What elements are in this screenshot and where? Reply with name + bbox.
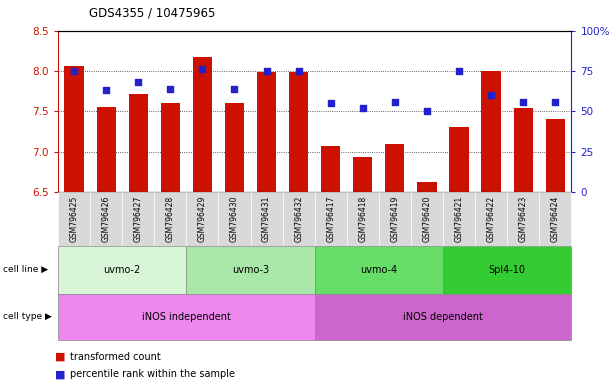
Point (326, 100, 335, 106)
Text: ■: ■ (55, 352, 65, 362)
Bar (289, 72, 309, 192)
Bar (129, 94, 148, 192)
Point (294, 68, 304, 74)
Bar (65, 66, 84, 192)
Point (390, 99, 400, 105)
Text: GSM796424: GSM796424 (551, 196, 560, 242)
Text: cell line ▶: cell line ▶ (3, 265, 48, 274)
Bar (481, 71, 501, 192)
Text: Spl4-10: Spl4-10 (489, 265, 525, 275)
Text: GSM796421: GSM796421 (455, 196, 464, 242)
Text: ■: ■ (55, 369, 65, 379)
Bar (225, 103, 244, 192)
Bar (546, 119, 565, 192)
Bar (161, 103, 180, 192)
Point (69, 68, 79, 74)
Text: GSM796426: GSM796426 (101, 196, 111, 242)
Text: GSM796431: GSM796431 (262, 196, 271, 242)
Point (262, 68, 271, 74)
Point (454, 68, 464, 74)
Bar (450, 127, 469, 192)
Text: GSM796428: GSM796428 (166, 196, 175, 242)
Text: iNOS independent: iNOS independent (142, 312, 231, 322)
Text: transformed count: transformed count (70, 352, 161, 362)
Point (486, 92, 496, 98)
Point (422, 108, 432, 114)
Bar (193, 57, 212, 192)
Point (551, 99, 560, 105)
Text: GSM796429: GSM796429 (198, 196, 207, 242)
Text: GSM796418: GSM796418 (358, 196, 367, 242)
Text: GDS4355 / 10475965: GDS4355 / 10475965 (89, 6, 215, 19)
Text: GSM796417: GSM796417 (326, 196, 335, 242)
Bar (353, 157, 373, 192)
Text: GSM796425: GSM796425 (70, 196, 79, 242)
Text: GSM796427: GSM796427 (134, 196, 143, 242)
Point (230, 86, 240, 92)
Text: GSM796420: GSM796420 (422, 196, 431, 242)
Text: uvmo-2: uvmo-2 (104, 265, 141, 275)
Text: GSM796422: GSM796422 (486, 196, 496, 242)
Text: GSM796432: GSM796432 (294, 196, 303, 242)
Text: GSM796423: GSM796423 (519, 196, 528, 242)
Bar (386, 144, 404, 192)
Bar (514, 108, 533, 192)
Text: iNOS dependent: iNOS dependent (403, 312, 483, 322)
Point (197, 66, 207, 73)
Point (133, 79, 143, 85)
Text: percentile rank within the sample: percentile rank within the sample (70, 369, 235, 379)
Text: GSM796419: GSM796419 (390, 196, 400, 242)
Text: cell type ▶: cell type ▶ (3, 312, 52, 321)
Text: uvmo-3: uvmo-3 (232, 265, 269, 275)
Text: GSM796430: GSM796430 (230, 195, 239, 242)
Bar (257, 72, 276, 192)
Bar (417, 182, 436, 192)
Point (518, 99, 528, 105)
Bar (321, 146, 340, 192)
Point (101, 87, 111, 93)
Point (358, 105, 368, 111)
Point (166, 86, 175, 92)
Bar (97, 107, 116, 192)
Text: uvmo-4: uvmo-4 (360, 265, 397, 275)
